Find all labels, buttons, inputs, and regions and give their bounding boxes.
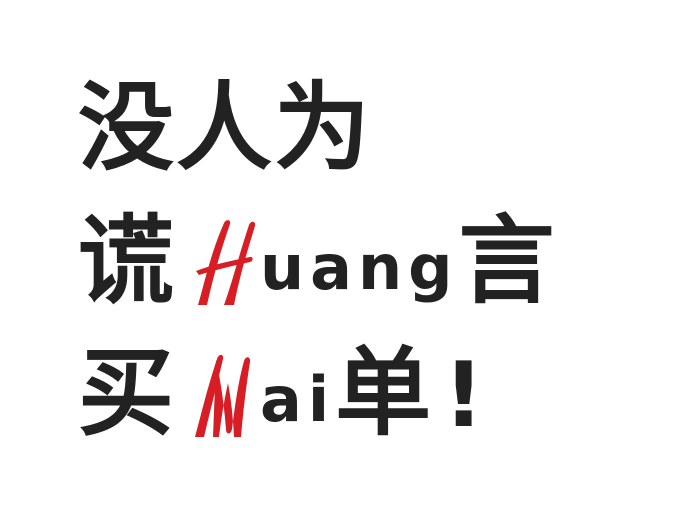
headline-suffix-line-2: 言 <box>458 205 557 317</box>
headline-line-3: 买 M ai 单 ! <box>78 345 484 441</box>
headline-line-1: 没人为 <box>78 80 372 176</box>
headline-latin-line-2: uang <box>260 231 459 304</box>
headline-latin-line-3: ai <box>260 363 336 436</box>
headline-text-line-1: 没人为 <box>78 72 372 184</box>
red-handwritten-letter-m: M <box>186 349 258 441</box>
red-handwritten-letter-h: H <box>186 217 258 309</box>
headline-prefix-line-3: 买 <box>78 337 176 449</box>
headline-line-2: 谎 H uang 言 <box>78 213 557 309</box>
headline-suffix-line-3: 单 <box>335 337 434 449</box>
headline-exclamation: ! <box>443 343 485 448</box>
headline-prefix-line-2: 谎 <box>78 205 176 317</box>
